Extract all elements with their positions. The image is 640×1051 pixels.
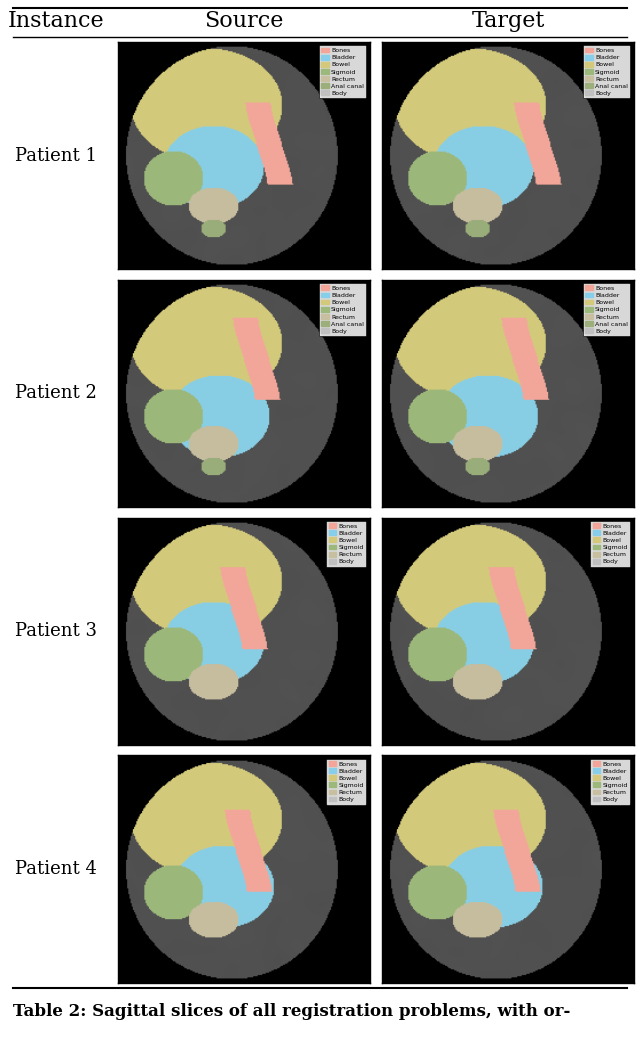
Legend: Bones, Bladder, Bowel, Sigmoid, Rectum, Anal canal, Body: Bones, Bladder, Bowel, Sigmoid, Rectum, …	[582, 45, 630, 99]
Legend: Bones, Bladder, Bowel, Sigmoid, Rectum, Body: Bones, Bladder, Bowel, Sigmoid, Rectum, …	[590, 759, 630, 805]
Text: Table 2: Sagittal slices of all registration problems, with or-: Table 2: Sagittal slices of all registra…	[13, 1003, 570, 1021]
Legend: Bones, Bladder, Bowel, Sigmoid, Rectum, Body: Bones, Bladder, Bowel, Sigmoid, Rectum, …	[590, 520, 630, 566]
Text: Patient 2: Patient 2	[15, 385, 97, 403]
Text: Patient 3: Patient 3	[15, 622, 97, 640]
Legend: Bones, Bladder, Bowel, Sigmoid, Rectum, Anal canal, Body: Bones, Bladder, Bowel, Sigmoid, Rectum, …	[319, 45, 367, 99]
Text: Target: Target	[471, 11, 545, 32]
Text: Patient 1: Patient 1	[15, 147, 97, 165]
Legend: Bones, Bladder, Bowel, Sigmoid, Rectum, Body: Bones, Bladder, Bowel, Sigmoid, Rectum, …	[326, 759, 367, 805]
Text: Instance: Instance	[8, 11, 104, 32]
Legend: Bones, Bladder, Bowel, Sigmoid, Rectum, Anal canal, Body: Bones, Bladder, Bowel, Sigmoid, Rectum, …	[319, 283, 367, 336]
Legend: Bones, Bladder, Bowel, Sigmoid, Rectum, Anal canal, Body: Bones, Bladder, Bowel, Sigmoid, Rectum, …	[582, 283, 630, 336]
Text: Patient 4: Patient 4	[15, 860, 97, 878]
Text: Source: Source	[204, 11, 284, 32]
Legend: Bones, Bladder, Bowel, Sigmoid, Rectum, Body: Bones, Bladder, Bowel, Sigmoid, Rectum, …	[326, 520, 367, 566]
